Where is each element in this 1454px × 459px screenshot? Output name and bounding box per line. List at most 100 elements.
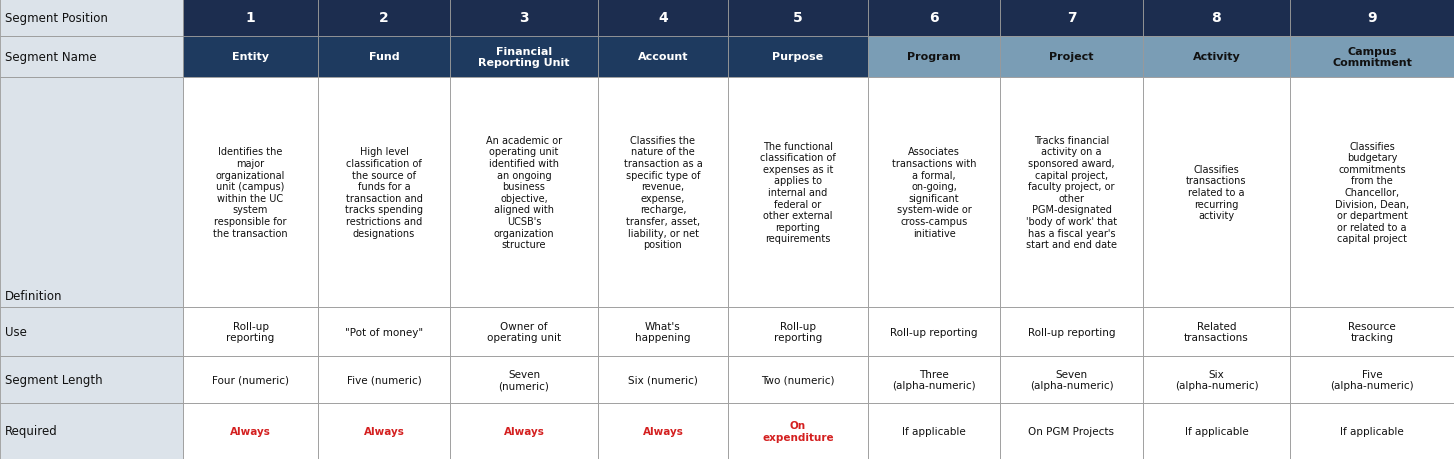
Text: Owner of
operating unit: Owner of operating unit <box>487 321 561 342</box>
Text: Classifies
budgetary
commitments
from the
Chancellor,
Division, Dean,
or departm: Classifies budgetary commitments from th… <box>1335 141 1409 244</box>
Text: 6: 6 <box>929 11 939 25</box>
Text: What's
happening: What's happening <box>635 321 691 342</box>
Text: Use: Use <box>4 325 26 338</box>
Text: 3: 3 <box>519 11 529 25</box>
Text: Always: Always <box>230 426 270 436</box>
Bar <box>868 403 1000 459</box>
Text: Five (numeric): Five (numeric) <box>346 375 422 385</box>
Bar <box>1290 0 1454 37</box>
Text: Campus
Commitment: Campus Commitment <box>1332 47 1412 68</box>
Bar <box>1290 37 1454 78</box>
Text: 5: 5 <box>792 11 803 25</box>
Text: Entity: Entity <box>233 52 269 62</box>
Text: If applicable: If applicable <box>1185 426 1249 436</box>
Bar <box>449 37 598 78</box>
Bar <box>728 0 868 37</box>
Bar <box>1143 37 1290 78</box>
Text: 1: 1 <box>246 11 256 25</box>
Bar <box>868 0 1000 37</box>
Bar <box>318 403 449 459</box>
Bar <box>0 356 183 403</box>
Bar <box>868 37 1000 78</box>
Bar <box>1000 0 1143 37</box>
Bar <box>728 37 868 78</box>
Bar <box>449 0 598 37</box>
Text: Roll-up
reporting: Roll-up reporting <box>774 321 822 342</box>
Text: Classifies the
nature of the
transaction as a
specific type of
revenue,
expense,: Classifies the nature of the transaction… <box>624 135 702 250</box>
Bar <box>0 403 183 459</box>
Bar <box>318 78 449 308</box>
Text: Seven
(numeric): Seven (numeric) <box>499 369 550 391</box>
Bar <box>868 356 1000 403</box>
Bar <box>1000 308 1143 356</box>
Bar <box>183 403 318 459</box>
Bar <box>598 0 728 37</box>
Bar <box>449 308 598 356</box>
Bar <box>183 356 318 403</box>
Text: Roll-up reporting: Roll-up reporting <box>890 327 977 337</box>
Text: Definition: Definition <box>4 289 63 302</box>
Bar <box>183 308 318 356</box>
Bar <box>1143 308 1290 356</box>
Bar <box>0 78 183 308</box>
Bar <box>1000 403 1143 459</box>
Bar <box>318 356 449 403</box>
Text: Segment Position: Segment Position <box>4 12 108 25</box>
Text: The functional
classification of
expenses as it
applies to
internal and
federal : The functional classification of expense… <box>760 141 836 244</box>
Text: Four (numeric): Four (numeric) <box>212 375 289 385</box>
Bar <box>449 356 598 403</box>
Text: Project: Project <box>1050 52 1093 62</box>
Bar <box>1143 356 1290 403</box>
Text: 4: 4 <box>659 11 667 25</box>
Bar <box>1290 78 1454 308</box>
Bar <box>183 78 318 308</box>
Text: An academic or
operating unit
identified with
an ongoing
business
objective,
ali: An academic or operating unit identified… <box>486 135 563 250</box>
Text: Six (numeric): Six (numeric) <box>628 375 698 385</box>
Bar <box>1000 78 1143 308</box>
Text: High level
classification of
the source of
funds for a
transaction and
tracks sp: High level classification of the source … <box>345 147 423 238</box>
Bar <box>1143 403 1290 459</box>
Text: Five
(alpha-numeric): Five (alpha-numeric) <box>1330 369 1413 391</box>
Text: If applicable: If applicable <box>901 426 965 436</box>
Text: Six
(alpha-numeric): Six (alpha-numeric) <box>1175 369 1258 391</box>
Text: 9: 9 <box>1367 11 1377 25</box>
Bar <box>449 78 598 308</box>
Bar <box>318 37 449 78</box>
Bar <box>868 78 1000 308</box>
Text: Activity: Activity <box>1192 52 1240 62</box>
Bar <box>183 37 318 78</box>
Text: 7: 7 <box>1067 11 1076 25</box>
Text: Always: Always <box>364 426 404 436</box>
Bar <box>868 308 1000 356</box>
Bar <box>598 37 728 78</box>
Text: Related
transactions: Related transactions <box>1184 321 1249 342</box>
Bar <box>0 0 183 37</box>
Text: Seven
(alpha-numeric): Seven (alpha-numeric) <box>1029 369 1114 391</box>
Text: Tracks financial
activity on a
sponsored award,
capital project,
faculty project: Tracks financial activity on a sponsored… <box>1027 135 1117 250</box>
Text: 2: 2 <box>379 11 388 25</box>
Bar <box>1143 0 1290 37</box>
Text: Classifies
transactions
related to a
recurring
activity: Classifies transactions related to a rec… <box>1186 164 1246 221</box>
Bar <box>728 308 868 356</box>
Bar <box>598 308 728 356</box>
Bar <box>1000 356 1143 403</box>
Bar <box>318 0 449 37</box>
Bar <box>1000 37 1143 78</box>
Text: Always: Always <box>503 426 544 436</box>
Text: Always: Always <box>643 426 683 436</box>
Text: Required: Required <box>4 425 58 437</box>
Bar <box>449 403 598 459</box>
Text: Segment Length: Segment Length <box>4 373 103 386</box>
Bar <box>728 78 868 308</box>
Bar <box>318 308 449 356</box>
Bar <box>598 78 728 308</box>
Text: Roll-up reporting: Roll-up reporting <box>1028 327 1115 337</box>
Text: If applicable: If applicable <box>1341 426 1405 436</box>
Bar <box>598 403 728 459</box>
Text: Resource
tracking: Resource tracking <box>1348 321 1396 342</box>
Text: Purpose: Purpose <box>772 52 823 62</box>
Bar <box>598 356 728 403</box>
Text: Financial
Reporting Unit: Financial Reporting Unit <box>478 47 570 68</box>
Text: "Pot of money": "Pot of money" <box>345 327 423 337</box>
Text: Associates
transactions with
a formal,
on-going,
significant
system-wide or
cros: Associates transactions with a formal, o… <box>891 147 976 238</box>
